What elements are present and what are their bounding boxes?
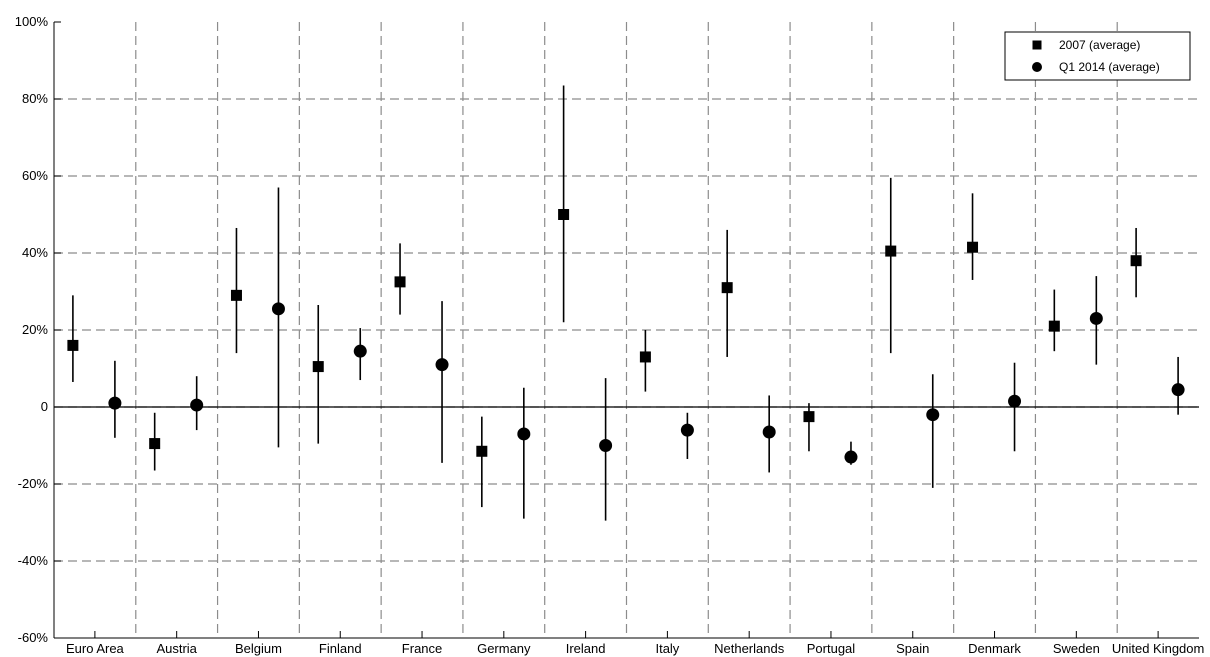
y-tick-label: 100% <box>15 14 49 29</box>
point-square <box>230 289 242 301</box>
point-square <box>885 245 897 257</box>
point-square <box>639 351 651 363</box>
x-tick-label: Belgium <box>235 641 282 656</box>
x-tick-label: Germany <box>477 641 531 656</box>
point-circle <box>353 344 367 358</box>
x-tick-label: Italy <box>655 641 679 656</box>
y-tick-label: 20% <box>22 322 48 337</box>
y-tick-label: 60% <box>22 168 48 183</box>
x-tick-label: Sweden <box>1053 641 1100 656</box>
x-tick-label: France <box>402 641 442 656</box>
point-circle <box>1008 394 1022 408</box>
point-square <box>67 339 79 351</box>
point-circle <box>762 425 776 439</box>
legend-marker-circle <box>1032 62 1042 72</box>
point-circle <box>1171 383 1185 397</box>
legend-marker-square <box>1032 40 1042 50</box>
x-tick-label: Ireland <box>566 641 606 656</box>
series-layer <box>67 85 1185 521</box>
point-square <box>312 361 324 373</box>
grid <box>54 22 1199 638</box>
point-circle <box>190 398 204 412</box>
y-tick-label: -40% <box>18 553 49 568</box>
x-tick-label: Spain <box>896 641 929 656</box>
x-tick-label: Netherlands <box>714 641 785 656</box>
point-circle <box>680 423 694 437</box>
series-q1-2014 <box>108 187 1185 521</box>
point-circle <box>435 358 449 372</box>
point-square <box>721 282 733 294</box>
point-circle <box>844 450 858 464</box>
point-square <box>967 241 979 253</box>
point-square <box>558 209 570 220</box>
point-circle <box>926 408 940 422</box>
legend: 2007 (average) Q1 2014 (average) <box>1004 31 1191 81</box>
series-2007 <box>67 85 1142 508</box>
legend-label: 2007 (average) <box>1059 38 1140 52</box>
x-tick-label: Austria <box>156 641 197 656</box>
point-square <box>476 445 488 457</box>
point-circle <box>517 427 531 441</box>
point-square <box>1048 320 1060 332</box>
axes: -60% -40% -20% 0 20% 40% 60% 80% 100% Euro Area Au… <box>15 14 1205 656</box>
y-tick-label: -20% <box>18 476 49 491</box>
x-tick-label: Finland <box>319 641 362 656</box>
x-tick-label: United Kingdom <box>1112 641 1205 656</box>
point-circle <box>108 396 122 410</box>
point-circle <box>271 302 285 316</box>
point-circle <box>599 439 613 452</box>
point-square <box>149 438 161 450</box>
point-circle <box>1089 311 1103 325</box>
point-square <box>394 276 406 288</box>
x-tick-label: Denmark <box>968 641 1021 656</box>
legend-label: Q1 2014 (average) <box>1059 60 1160 74</box>
y-tick-label: 40% <box>22 245 48 260</box>
y-tick-label: -60% <box>18 630 49 645</box>
y-tick-label: 80% <box>22 91 48 106</box>
point-square <box>1130 255 1142 267</box>
y-tick-label: 0 <box>41 399 48 414</box>
x-tick-label: Euro Area <box>66 641 125 656</box>
point-square <box>803 411 815 423</box>
x-tick-label: Portugal <box>807 641 856 656</box>
legend-box <box>1004 31 1191 81</box>
